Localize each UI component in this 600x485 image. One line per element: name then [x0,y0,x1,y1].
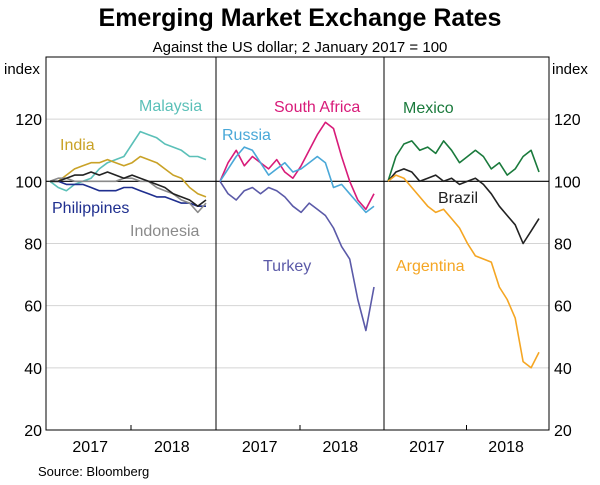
plot-frame [45,56,550,431]
label-turkey: Turkey [263,258,311,275]
chart-title: Emerging Market Exchange Rates [99,4,502,32]
series-line-argentina [387,174,540,369]
y-tick-right-60: 60 [554,299,572,316]
label-malaysia: Malaysia [139,98,202,115]
series-lines [49,121,540,369]
label-indonesia: Indonesia [130,223,199,240]
y-unit-left: index [4,61,40,78]
x-tick-panel3-2017: 2017 [409,439,445,456]
series-line-turkey [219,180,375,332]
series-line-indonesia [49,177,207,214]
y-tick-right-100: 100 [554,174,581,191]
x-ticks: 2017 2018 2017 2018 2017 2018 [72,425,524,456]
y-tick-left-60: 60 [24,299,42,316]
y-unit-right: index [552,61,588,78]
y-tick-right-20: 20 [554,423,572,440]
y-tick-left-40: 40 [24,361,42,378]
label-brazil: Brazil [438,190,478,207]
label-russia: Russia [222,127,271,144]
y-tick-right-120: 120 [554,112,581,129]
y-tick-right-40: 40 [554,361,572,378]
label-philippines: Philippines [52,200,129,217]
y-ticks: 20 20 40 40 60 60 80 80 100 100 120 120 [15,112,581,440]
y-tick-left-80: 80 [24,237,42,254]
series-line-mexico [387,140,540,182]
y-tick-left-100: 100 [15,174,42,191]
series-line-india [50,155,207,198]
x-tick-panel1-2017: 2017 [72,439,108,456]
series-line-philippines [50,180,206,207]
series-line-russia [219,146,375,214]
y-tick-right-80: 80 [554,237,572,254]
x-tick-panel3-2018: 2018 [488,439,524,456]
y-tick-left-120: 120 [15,112,42,129]
x-tick-panel2-2018: 2018 [323,439,359,456]
series-line-black-unlabelled [50,171,207,207]
x-tick-panel1-2018: 2018 [154,439,190,456]
x-tick-panel2-2017: 2017 [242,439,278,456]
label-south-africa: South Africa [274,99,360,116]
label-mexico: Mexico [403,100,454,117]
source-note: Source: Bloomberg [38,464,149,479]
label-india: India [60,137,95,154]
y-tick-left-20: 20 [24,423,42,440]
plot-border [45,56,550,431]
series-line-south-africa [219,121,375,211]
series-line-brazil [387,168,540,245]
label-argentina: Argentina [396,258,465,275]
chart-subtitle: Against the US dollar; 2 January 2017 = … [153,39,448,56]
